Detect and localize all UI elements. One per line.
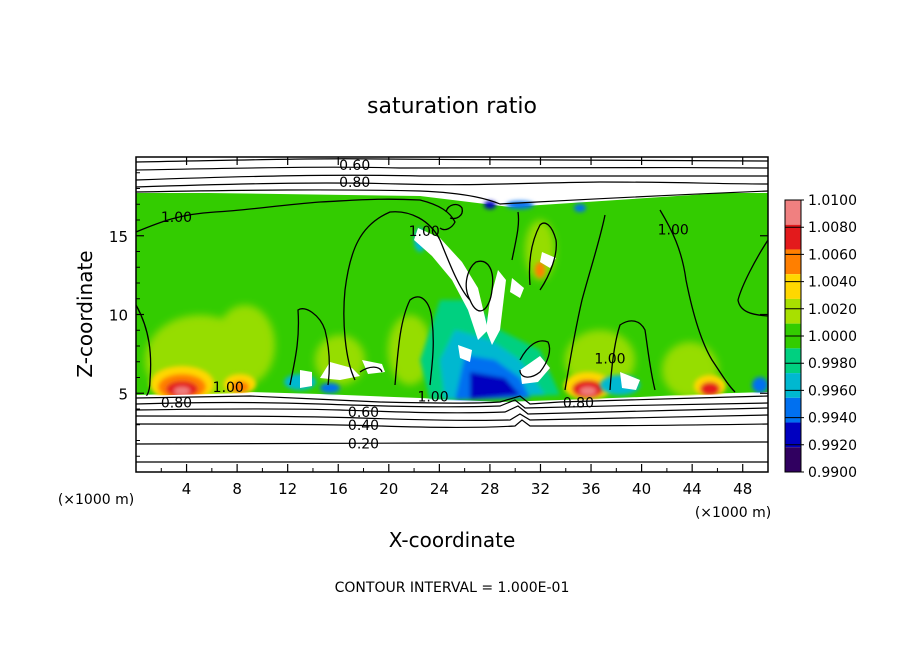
- colorbar-tick-label: 0.9900: [808, 465, 857, 481]
- contour-interval-note: CONTOUR INTERVAL = 1.000E-01: [335, 580, 570, 596]
- x-tick-label: 24: [430, 480, 449, 498]
- lower-band: [136, 393, 768, 472]
- x-tick-label: 16: [329, 480, 348, 498]
- colorbar-swatch: [785, 224, 801, 250]
- contour-label: 1.00: [409, 224, 440, 240]
- x-tick-label: 48: [733, 480, 752, 498]
- x-tick-label: 20: [379, 480, 398, 498]
- y-axis: 5 10 15: [109, 172, 768, 457]
- field-holes: [300, 228, 640, 390]
- colorbar-tick-label: 1.0060: [808, 247, 857, 263]
- colorbar-swatch: [785, 348, 801, 374]
- y-tick-label: 5: [118, 385, 128, 403]
- colorbar-swatch: [785, 397, 801, 423]
- contour-label: 1.00: [161, 210, 192, 226]
- x-axis: 4 8 12 16 20 24 28 32 36 40 44 48: [160, 157, 752, 498]
- upper-band: [136, 157, 768, 193]
- colorbar: 1.0100 1.0080 1.0060 1.0040 1.0020 1.0000 0.99…: [784, 193, 857, 481]
- contour-label: 1.00: [417, 389, 448, 405]
- colorbar-tick-label: 1.0080: [808, 220, 857, 236]
- chart-title: saturation ratio: [367, 94, 537, 119]
- colorbar-tick-label: 0.9980: [808, 356, 857, 372]
- x-tick-label: 12: [278, 480, 297, 498]
- heatmap-field: 0.600.801.001.00 1.001.001.001.000.80 0.80…: [136, 157, 768, 472]
- colorbar-swatch: [785, 274, 801, 299]
- contour-lines-cloud: [136, 198, 768, 401]
- y-units-label: (×1000 m): [58, 492, 134, 508]
- x-tick-label: 36: [581, 480, 600, 498]
- contour-lines-upper: [136, 158, 768, 205]
- x-tick-label: 8: [232, 480, 242, 498]
- contour-label: 0.60: [339, 158, 370, 174]
- colorbar-tick-label: 1.0040: [808, 275, 857, 291]
- contour-lines-lower: [136, 395, 768, 463]
- colorbar-tick-label: 0.9940: [808, 411, 857, 427]
- x-tick-label: 4: [182, 480, 192, 498]
- contour-label: 0.80: [161, 396, 192, 412]
- x-units-label: (×1000 m): [695, 505, 771, 521]
- colorbar-swatch: [785, 249, 801, 275]
- x-axis-label: X-coordinate: [389, 528, 516, 552]
- x-tick-label: 44: [683, 480, 702, 498]
- colorbar-tick-label: 1.0020: [808, 302, 857, 318]
- x-tick-label: 28: [480, 480, 499, 498]
- colorbar-swatch: [785, 200, 801, 225]
- colorbar-swatch: [785, 422, 801, 448]
- contour-label: 0.20: [348, 437, 379, 453]
- y-tick-label: 15: [109, 228, 128, 246]
- y-axis-label: Z-coordinate: [73, 250, 97, 377]
- contour-label: 0.80: [339, 175, 370, 191]
- contour-label: 1.00: [213, 380, 244, 396]
- colorbar-tick-label: 1.0100: [808, 193, 857, 209]
- contour-label: 1.00: [658, 222, 689, 238]
- field-maxima: [150, 262, 726, 402]
- x-tick-label: 40: [632, 480, 651, 498]
- contour-label: 0.60: [348, 405, 379, 421]
- contour-labels: 0.600.801.001.00 1.001.001.001.000.80 0.80…: [161, 158, 689, 453]
- colorbar-swatch: [785, 373, 801, 398]
- x-tick-label: 32: [531, 480, 550, 498]
- contour-label: 1.00: [594, 352, 625, 368]
- contour-label: 0.40: [348, 418, 379, 434]
- colorbar-swatch: [785, 447, 801, 472]
- colorbar-swatch: [785, 298, 801, 324]
- y-tick-label: 10: [109, 307, 128, 325]
- colorbar-tick-label: 1.0000: [808, 329, 857, 345]
- colorbar-tick-label: 0.9920: [808, 438, 857, 454]
- contour-label: 0.80: [563, 396, 594, 412]
- colorbar-tick-label: 0.9960: [808, 383, 857, 399]
